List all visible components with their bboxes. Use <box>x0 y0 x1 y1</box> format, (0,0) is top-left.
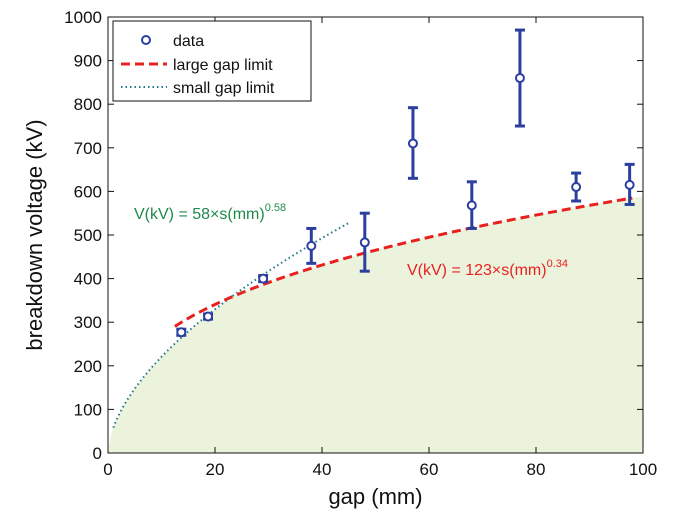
data-marker <box>571 182 582 193</box>
legend-box <box>112 20 312 102</box>
small-gap-limit-line <box>112 222 350 429</box>
data-marker <box>359 237 370 248</box>
data-point <box>571 171 582 203</box>
legend-item-large-gap: large gap limit <box>121 57 273 74</box>
x-tick-label: 100 <box>629 460 657 479</box>
annotation-large-gap-main: V(kV) = 123×s(mm) <box>407 262 547 279</box>
legend-item-small-gap: small gap limit <box>121 80 275 97</box>
x-tick-label: 80 <box>527 460 546 479</box>
data-marker <box>624 179 635 190</box>
data-point <box>359 211 370 273</box>
data-marker <box>203 311 214 322</box>
data-point <box>466 180 477 230</box>
legend-item-data: data <box>141 33 204 50</box>
x-tick-label: 0 <box>103 460 112 479</box>
large-gap-limit-line <box>174 196 633 328</box>
legend-label: large gap limit <box>173 57 273 74</box>
shaded-region-layer <box>108 196 643 453</box>
legend-label: data <box>173 33 204 50</box>
legend-marker <box>141 35 151 45</box>
annotation-large-gap-exponent: 0.34 <box>547 258 568 270</box>
annotation-small-gap-text: V(kV) = 58×s(mm)0.58 <box>134 202 286 223</box>
data-point <box>407 106 418 180</box>
annotation-small-gap-exponent: 0.58 <box>265 202 286 214</box>
annotation-small-gap-main: V(kV) = 58×s(mm) <box>134 206 265 223</box>
x-tick-label: 40 <box>313 460 332 479</box>
y-tick-label: 100 <box>74 400 102 419</box>
ticks-layer: 0 20 40 60 80 1000100200300400500600700800900… <box>64 8 657 479</box>
data-marker <box>258 273 269 284</box>
x-tick-label: 60 <box>420 460 439 479</box>
y-tick-label: 200 <box>74 357 102 376</box>
legend: data large gap limit small gap limit <box>112 20 312 102</box>
data-marker <box>514 73 525 84</box>
annotation-large-gap: V(kV) = 123×s(mm)0.34 <box>407 258 568 279</box>
y-tick-label: 800 <box>74 95 102 114</box>
data-marker <box>176 327 187 338</box>
y-tick-label: 300 <box>74 313 102 332</box>
y-tick-label: 1000 <box>64 8 102 27</box>
annotation-small-gap: V(kV) = 58×s(mm)0.58 <box>134 202 286 223</box>
data-points-layer <box>176 28 635 338</box>
y-tick-label: 700 <box>74 139 102 158</box>
x-tick-label: 20 <box>206 460 225 479</box>
fit-lines-layer <box>112 196 633 429</box>
x-axis-title: gap (mm) <box>328 484 422 509</box>
shaded-region <box>108 196 643 453</box>
data-point <box>258 273 269 284</box>
y-tick-label: 500 <box>74 226 102 245</box>
data-point <box>306 226 317 265</box>
data-point <box>624 162 635 206</box>
data-point <box>176 327 187 338</box>
y-tick-label: 400 <box>74 270 102 289</box>
data-marker <box>306 240 317 251</box>
y-axis-title: breakdown voltage (kV) <box>22 119 47 350</box>
data-marker <box>407 138 418 149</box>
data-point <box>514 28 525 128</box>
annotation-large-gap-text: V(kV) = 123×s(mm)0.34 <box>407 258 568 279</box>
data-point <box>203 311 214 322</box>
y-tick-label: 0 <box>93 444 102 463</box>
data-marker <box>466 200 477 211</box>
y-tick-label: 900 <box>74 52 102 71</box>
y-tick-label: 600 <box>74 182 102 201</box>
legend-label: small gap limit <box>173 80 275 97</box>
